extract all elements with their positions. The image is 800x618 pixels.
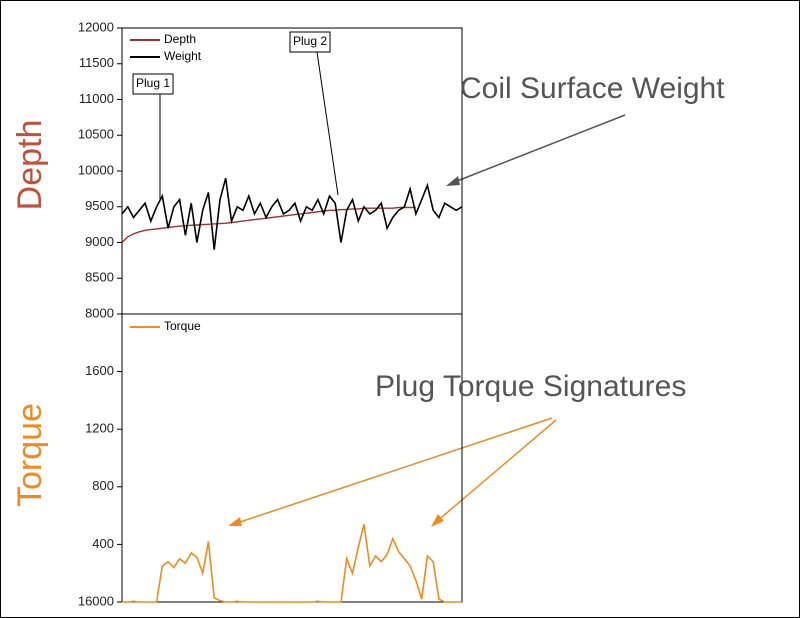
leader-line <box>316 51 339 196</box>
y-tick-label: 800 <box>92 478 114 493</box>
annotation-box <box>132 73 174 95</box>
y-tick-label: 9500 <box>85 198 114 213</box>
arrow-head <box>431 514 444 527</box>
arrow <box>451 114 626 184</box>
series-line <box>122 524 462 603</box>
series-line <box>121 177 463 250</box>
y-tick-label: 16000 <box>78 593 114 608</box>
y-tick-label: 11000 <box>79 91 114 106</box>
annotation: Plug 1 <box>136 76 170 90</box>
y-tick-label: 9000 <box>85 234 114 249</box>
annotation: Coil Surface Weight <box>460 72 725 105</box>
legend-label: Depth <box>164 32 196 46</box>
annotation: Plug 2 <box>293 34 327 48</box>
y-tick-label: 400 <box>92 536 114 551</box>
arrow <box>435 419 557 523</box>
y-tick-label: 11500 <box>79 55 114 70</box>
y-axis-label: Torque <box>11 403 49 507</box>
y-tick-label: 10000 <box>78 162 114 177</box>
arrow-head <box>228 517 242 526</box>
legend-label: Weight <box>164 49 202 63</box>
y-axis-label: Depth <box>11 120 49 211</box>
arrow <box>233 417 553 525</box>
y-tick-label: 1600 <box>85 363 114 378</box>
annotation: Plug Torque Signatures <box>375 370 686 403</box>
legend-label: Torque <box>164 319 201 333</box>
annotation-box <box>289 31 331 53</box>
y-tick-label: 8000 <box>85 305 114 320</box>
series-line <box>121 206 416 243</box>
y-tick-label: 12000 <box>78 19 114 34</box>
y-tick-label: 8500 <box>85 270 114 285</box>
y-tick-label: 1200 <box>85 421 114 436</box>
y-tick-label: 10500 <box>78 127 114 142</box>
arrow-head <box>446 176 460 186</box>
